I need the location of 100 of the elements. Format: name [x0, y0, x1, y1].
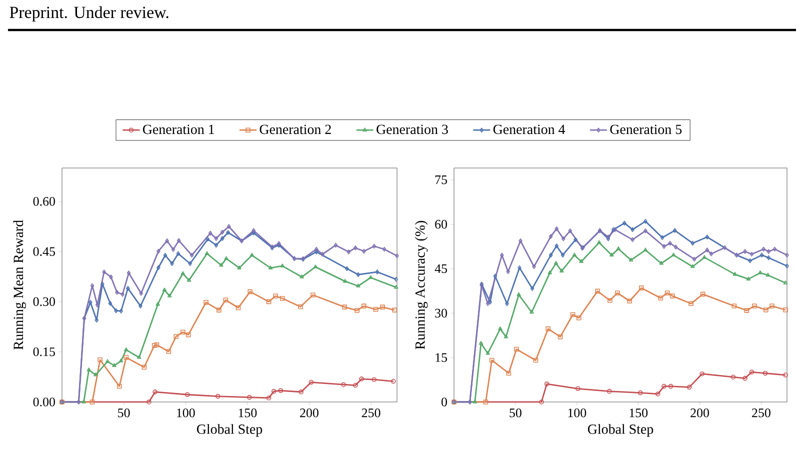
point	[766, 255, 770, 260]
point	[575, 386, 580, 392]
point	[472, 400, 478, 404]
x-tick-label: 200	[300, 408, 318, 418]
y-tick-label: 0.30	[33, 297, 55, 306]
point	[115, 290, 119, 295]
point	[690, 240, 695, 246]
point	[662, 244, 666, 249]
point	[342, 278, 348, 283]
point	[375, 270, 380, 274]
point	[486, 351, 490, 355]
point	[88, 300, 92, 305]
point	[700, 371, 704, 376]
point	[373, 306, 378, 312]
point	[308, 380, 314, 385]
point	[762, 246, 766, 252]
point	[743, 249, 747, 254]
point	[506, 269, 510, 274]
legend-label: Generation 4	[493, 124, 566, 134]
point	[354, 308, 360, 313]
point	[579, 259, 584, 263]
point	[506, 370, 512, 376]
point	[372, 244, 376, 249]
point	[266, 396, 272, 400]
y-tick-label: 0.15	[33, 347, 55, 356]
point	[341, 382, 346, 388]
point	[156, 302, 160, 306]
y-tick-label: 0.00	[33, 398, 55, 406]
x-tick-label: 50	[118, 408, 130, 418]
point	[354, 245, 358, 250]
point	[572, 252, 577, 256]
point	[561, 236, 566, 242]
point	[154, 342, 160, 348]
point	[568, 228, 572, 234]
point	[668, 384, 674, 389]
point	[372, 377, 377, 382]
point	[486, 301, 490, 306]
point	[353, 382, 358, 388]
point	[664, 290, 670, 296]
point	[236, 305, 241, 310]
point	[644, 228, 648, 234]
point	[184, 392, 190, 398]
point	[560, 252, 565, 258]
point	[139, 290, 144, 296]
y-tick-label: 30	[435, 308, 447, 318]
point	[638, 390, 643, 396]
point	[152, 343, 157, 348]
point	[544, 382, 550, 386]
point	[346, 249, 351, 254]
point	[548, 252, 553, 258]
point	[224, 256, 228, 260]
point	[608, 298, 612, 303]
point	[116, 384, 122, 389]
point	[674, 244, 678, 250]
point	[165, 238, 169, 244]
point	[570, 312, 576, 318]
point	[180, 330, 186, 335]
point	[639, 286, 644, 290]
point	[176, 238, 181, 243]
x-tick-label: 200	[690, 408, 709, 418]
point	[658, 296, 663, 300]
x-tick-label: 100	[177, 408, 195, 418]
point	[268, 266, 273, 270]
point	[655, 392, 660, 396]
point	[105, 359, 110, 363]
point	[671, 252, 676, 256]
point	[266, 299, 272, 304]
point	[705, 234, 710, 240]
point	[616, 246, 621, 250]
point	[300, 274, 304, 278]
point	[252, 228, 256, 233]
x-tick-label: 150	[238, 408, 257, 418]
point	[334, 242, 338, 248]
point	[762, 370, 768, 376]
y-tick-label: 0.60	[33, 197, 55, 206]
point	[574, 237, 578, 242]
point	[692, 256, 696, 262]
point	[742, 376, 748, 381]
point	[174, 334, 179, 339]
point	[722, 245, 727, 250]
point	[98, 357, 102, 362]
point	[615, 290, 620, 296]
point	[690, 264, 695, 268]
point	[163, 252, 168, 258]
point	[686, 384, 692, 390]
point	[118, 358, 124, 362]
point	[548, 270, 552, 274]
point	[273, 294, 278, 298]
point	[356, 284, 360, 288]
point	[643, 248, 648, 252]
point	[314, 246, 318, 252]
point	[186, 332, 191, 338]
point	[668, 240, 672, 246]
text: Preprint. Under review.	[10, 6, 168, 22]
point	[208, 230, 212, 236]
point	[622, 220, 626, 226]
point	[672, 228, 677, 233]
y-tick-label: 15	[436, 353, 447, 362]
point	[220, 236, 224, 241]
x-tick-label: 100	[568, 408, 586, 418]
